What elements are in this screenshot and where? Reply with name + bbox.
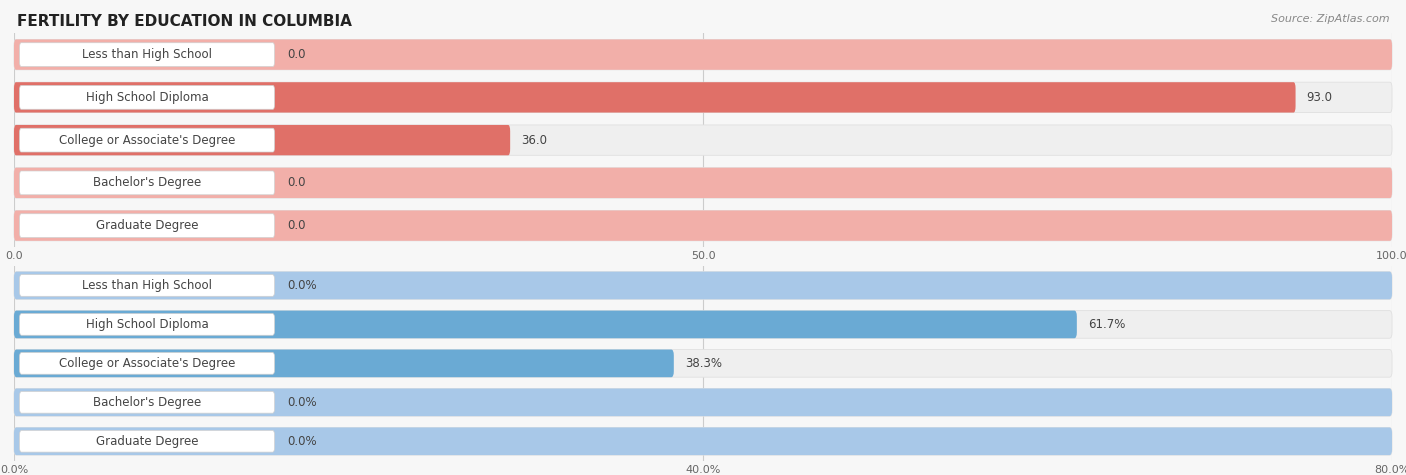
FancyBboxPatch shape [14,168,1392,198]
Text: 61.7%: 61.7% [1088,318,1125,331]
Text: 93.0: 93.0 [1306,91,1333,104]
FancyBboxPatch shape [14,39,1392,70]
Text: 0.0: 0.0 [287,48,305,61]
Text: Bachelor's Degree: Bachelor's Degree [93,396,201,409]
FancyBboxPatch shape [14,210,1392,241]
FancyBboxPatch shape [14,210,1392,241]
FancyBboxPatch shape [14,389,1392,416]
FancyBboxPatch shape [20,352,274,374]
FancyBboxPatch shape [14,272,1392,299]
Text: 0.0%: 0.0% [287,435,316,448]
FancyBboxPatch shape [20,430,274,452]
Text: College or Associate's Degree: College or Associate's Degree [59,357,235,370]
Text: Less than High School: Less than High School [82,48,212,61]
FancyBboxPatch shape [14,428,1392,455]
FancyBboxPatch shape [14,311,1392,338]
FancyBboxPatch shape [20,86,274,109]
Text: 0.0%: 0.0% [287,279,316,292]
FancyBboxPatch shape [20,275,274,296]
Text: High School Diploma: High School Diploma [86,318,208,331]
Text: Source: ZipAtlas.com: Source: ZipAtlas.com [1271,14,1389,24]
Text: 0.0%: 0.0% [287,396,316,409]
FancyBboxPatch shape [20,128,274,152]
FancyBboxPatch shape [14,82,1295,113]
Text: 0.0: 0.0 [287,176,305,190]
FancyBboxPatch shape [14,311,1077,338]
FancyBboxPatch shape [14,350,673,377]
FancyBboxPatch shape [14,125,1392,155]
FancyBboxPatch shape [20,43,274,66]
FancyBboxPatch shape [20,391,274,413]
FancyBboxPatch shape [20,314,274,335]
FancyBboxPatch shape [14,428,1392,455]
Text: 38.3%: 38.3% [685,357,721,370]
Text: FERTILITY BY EDUCATION IN COLUMBIA: FERTILITY BY EDUCATION IN COLUMBIA [17,14,352,29]
Text: Less than High School: Less than High School [82,279,212,292]
Text: Graduate Degree: Graduate Degree [96,435,198,448]
FancyBboxPatch shape [14,272,1392,299]
FancyBboxPatch shape [14,168,1392,198]
Text: 36.0: 36.0 [522,133,547,147]
FancyBboxPatch shape [20,171,274,195]
Text: College or Associate's Degree: College or Associate's Degree [59,133,235,147]
FancyBboxPatch shape [14,350,1392,377]
FancyBboxPatch shape [14,39,1392,70]
Text: High School Diploma: High School Diploma [86,91,208,104]
FancyBboxPatch shape [14,82,1392,113]
Text: Graduate Degree: Graduate Degree [96,219,198,232]
FancyBboxPatch shape [14,125,510,155]
FancyBboxPatch shape [14,389,1392,416]
Text: Bachelor's Degree: Bachelor's Degree [93,176,201,190]
Text: 0.0: 0.0 [287,219,305,232]
FancyBboxPatch shape [20,214,274,238]
